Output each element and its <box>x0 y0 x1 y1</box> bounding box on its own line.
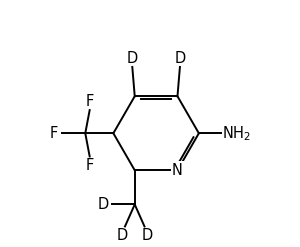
Text: N: N <box>172 163 183 178</box>
Text: D: D <box>117 227 128 243</box>
Text: D: D <box>141 227 153 243</box>
Text: D: D <box>127 51 138 66</box>
Text: F: F <box>85 94 94 109</box>
Text: D: D <box>98 197 109 212</box>
Text: NH$_2$: NH$_2$ <box>222 124 251 143</box>
Text: F: F <box>85 158 94 172</box>
Text: F: F <box>50 126 58 141</box>
Text: D: D <box>174 51 185 66</box>
